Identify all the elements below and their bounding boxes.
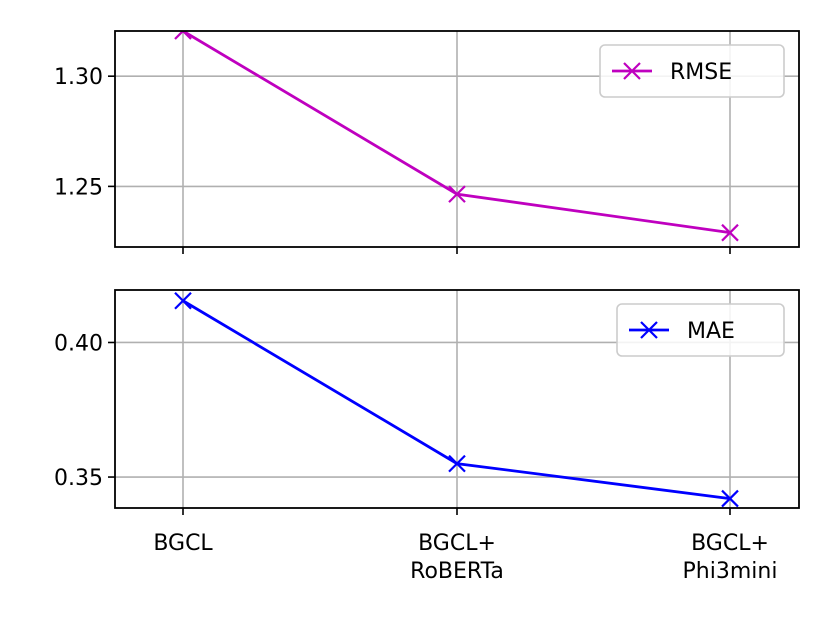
legend-label: RMSE xyxy=(670,60,732,85)
y-tick-label: 1.30 xyxy=(54,65,103,90)
legend-marker xyxy=(640,321,658,339)
y-tick-label: 0.35 xyxy=(54,466,103,491)
data-point-marker xyxy=(721,223,739,242)
legend: MAE xyxy=(616,303,785,357)
legend-marker xyxy=(623,62,641,80)
rmse-panel: 1.25 1.30 RMSE xyxy=(54,30,800,254)
x-tick-label: BGCL+ Phi3mini xyxy=(683,531,778,584)
axes-frame xyxy=(114,289,800,509)
legend-box xyxy=(599,44,785,98)
series-mae xyxy=(174,291,739,508)
data-point-marker xyxy=(448,185,466,203)
data-point-marker xyxy=(174,31,192,40)
x-tick-label: BGCL+ RoBERTa xyxy=(410,531,504,584)
legend: RMSE xyxy=(599,44,785,98)
x-tick-labels: BGCL BGCL+ RoBERTa BGCL+ Phi3mini xyxy=(153,531,777,584)
y-tick-label: 0.40 xyxy=(54,331,103,356)
x-tick-label: BGCL xyxy=(153,531,213,556)
data-point-marker xyxy=(174,291,192,310)
y-tick-label: 1.25 xyxy=(54,175,103,200)
data-point-marker xyxy=(721,489,739,508)
mae-panel: 0.35 0.40 MAE xyxy=(54,289,800,515)
data-point-marker xyxy=(448,454,466,473)
legend-box xyxy=(616,303,785,357)
axes-frame xyxy=(114,30,800,248)
legend-label: MAE xyxy=(687,319,735,344)
series-rmse xyxy=(174,31,739,242)
